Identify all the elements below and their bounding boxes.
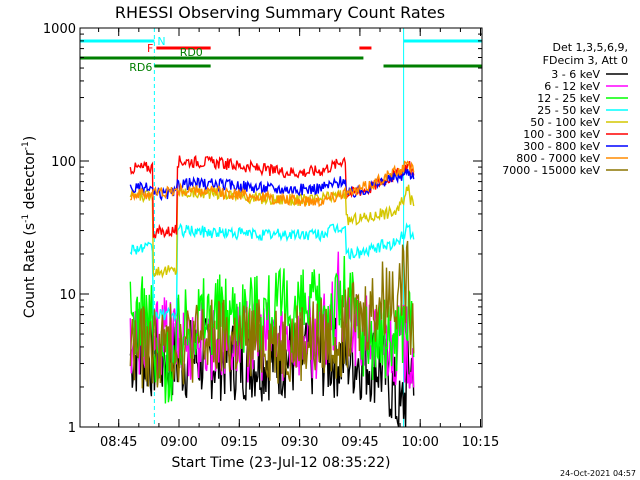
x-tick-label: 09:15 — [221, 435, 258, 450]
legend-entry-label: 800 - 7000 keV — [516, 152, 600, 165]
y-tick-label: 1000 — [43, 22, 76, 37]
y-axis-label-sup2: -1 — [21, 141, 31, 150]
legend-entry-label: 6 - 12 keV — [544, 80, 600, 93]
y-axis-label-main: Count Rate (s — [22, 223, 38, 318]
y-axis-label-end: ) — [22, 136, 38, 141]
x-tick-label: 08:45 — [100, 435, 137, 450]
x-tick-label: 09:00 — [160, 435, 197, 450]
chart-title: RHESSI Observing Summary Count Rates — [115, 3, 445, 22]
legend-entry-label: 12 - 25 keV — [537, 92, 600, 105]
legend-entry-label: 7000 - 15000 keV — [502, 164, 600, 177]
x-axis-label: Start Time (23-Jul-12 08:35:22) — [171, 455, 390, 471]
y-axis-label: Count Rate (s-1 detector-1) — [21, 136, 38, 318]
flag-label: F — [147, 42, 153, 55]
x-tick-label: 09:45 — [341, 435, 378, 450]
legend-entry-label: 100 - 300 keV — [523, 128, 600, 141]
y-tick-label: 10 — [59, 288, 76, 303]
y-axis-label-sup1: -1 — [21, 214, 31, 223]
series-line — [129, 240, 415, 389]
x-tick-label: 10:15 — [462, 435, 499, 450]
y-tick-label: 100 — [51, 155, 76, 170]
x-tick-label: 09:30 — [281, 435, 318, 450]
legend-entry-label: 3 - 6 keV — [551, 68, 600, 81]
legend: Det 1,3,5,6,9, FDecim 3, Att 0 3 - 6 keV… — [502, 41, 628, 177]
y-axis: 1 10 100 1000 — [43, 22, 482, 436]
plot-frame — [79, 27, 483, 428]
flag-label: RD0 — [180, 46, 203, 59]
flag-label: RD6 — [129, 61, 152, 74]
legend-entry-label: 50 - 100 keV — [530, 116, 600, 129]
series-line — [129, 160, 415, 208]
legend-header-line-1: Det 1,3,5,6,9, — [552, 41, 628, 54]
series-line — [129, 167, 415, 202]
x-tick-label: 10:00 — [401, 435, 438, 450]
y-axis-label-mid: detector — [22, 150, 38, 214]
footer-timestamp: 24-Oct-2021 04:57 — [560, 469, 636, 478]
legend-entry-label: 300 - 800 keV — [523, 140, 600, 153]
plot-area: NF RD0 RD6 — [79, 28, 483, 428]
y-tick-label: 1 — [68, 421, 76, 436]
legend-header-line-2: FDecim 3, Att 0 — [543, 54, 628, 67]
flag-label: N — [157, 35, 165, 48]
legend-entry-label: 25 - 50 keV — [537, 104, 600, 117]
x-axis: 08:45 09:00 09:15 09:30 09:45 10:00 10:15 — [98, 28, 499, 450]
